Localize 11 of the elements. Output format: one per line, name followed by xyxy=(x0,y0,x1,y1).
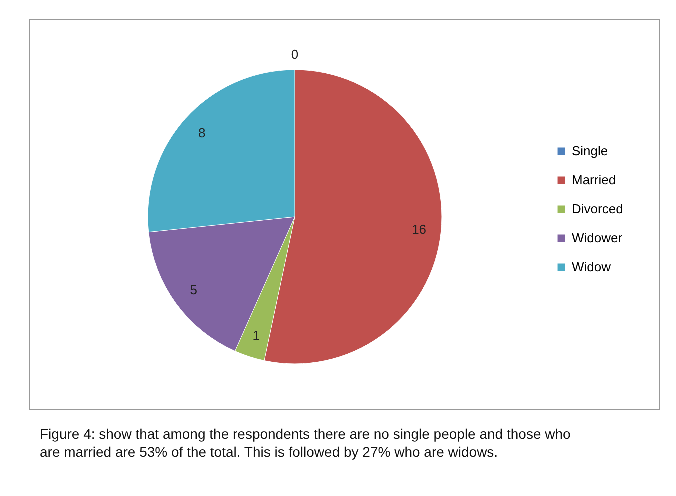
data-label: 16 xyxy=(412,222,427,238)
data-label: 1 xyxy=(252,328,260,343)
data-label: 5 xyxy=(190,282,198,298)
legend-label: Widower xyxy=(572,230,624,246)
legend-label: Widow xyxy=(572,260,612,274)
legend-label: Married xyxy=(572,172,616,188)
text: 0 xyxy=(291,47,299,62)
data-label: 8 xyxy=(198,125,206,140)
legend-label: Divorced xyxy=(572,202,624,216)
legend-label: Single xyxy=(572,144,608,158)
caption: Figure 4: show that among the respondents there are no single people and those who are married are 53% of the total. This is followed by 27% who are widows. xyxy=(40,426,572,460)
